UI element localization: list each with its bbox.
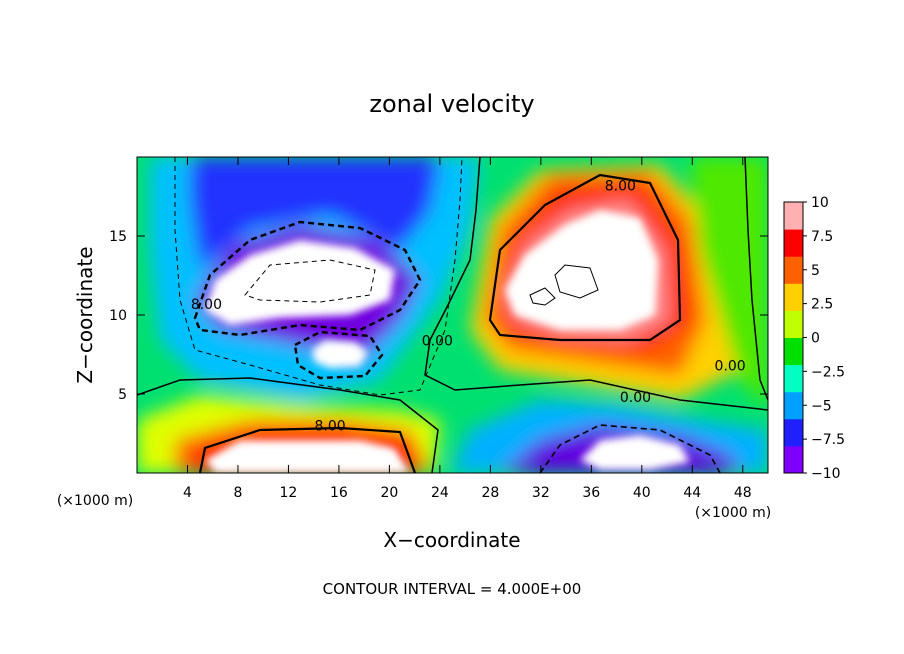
x-tick-label: 20	[380, 485, 398, 501]
colorbar-swatch	[784, 445, 803, 460]
colorbar-label: −10	[811, 466, 841, 482]
colorbar-swatch	[784, 310, 803, 325]
contour-inner-right-b	[529, 287, 556, 306]
x-tick-label: 40	[633, 485, 651, 501]
x-tick-label: 32	[532, 485, 550, 501]
colorbar-swatch	[784, 405, 803, 420]
colorbar-swatch	[784, 242, 803, 257]
x-tick-label: 16	[330, 485, 348, 501]
y-tick-label: 15	[109, 229, 127, 245]
colorbar: 10 7.5 5 2.5 0 −2.5 −5 −7.5 −10	[783, 195, 845, 482]
y-tick-label: 5	[118, 387, 127, 403]
contour-label: 0.00	[620, 390, 651, 406]
y-axis-ticks: 5 10 15	[109, 229, 768, 403]
colorbar-label: 7.5	[811, 229, 833, 245]
colorbar-swatch	[784, 323, 803, 338]
contour-label: 8.00	[605, 178, 636, 194]
colorbar-swatch	[784, 391, 803, 406]
contour-zero-right-edge	[744, 157, 768, 401]
white-core-bottom-left	[205, 440, 410, 473]
x-tick-label: 8	[233, 485, 242, 501]
right-edge-green	[690, 157, 768, 410]
contour-inner-right-a	[554, 264, 599, 299]
x-tick-label: 4	[183, 485, 192, 501]
y-tick-label: 10	[109, 308, 127, 324]
colorbar-label: 2.5	[811, 297, 833, 313]
contour-eight-bottom	[198, 426, 417, 473]
contour-label: 8.00	[191, 297, 222, 313]
contour-label: 0.00	[715, 359, 746, 375]
contour-label: 8.00	[315, 419, 346, 435]
x-axis-label: X−coordinate	[383, 528, 520, 552]
colorbar-swatch	[784, 418, 803, 433]
contour-eight-mid	[293, 330, 384, 380]
contour-interval-note: CONTOUR INTERVAL = 4.000E+00	[323, 580, 582, 598]
x-unit-left: (×1000 m)	[57, 493, 133, 509]
colorbar-swatch	[784, 351, 803, 366]
x-unit-right: (×1000 m)	[695, 505, 771, 521]
contour-eight-right	[488, 173, 682, 342]
colorbar-swatch	[784, 215, 803, 230]
white-core-right	[505, 210, 658, 330]
colorbar-label: −5	[811, 398, 832, 414]
colorbar-swatch	[784, 202, 803, 217]
y-axis-label: Z−coordinate	[73, 246, 97, 383]
white-core-bottom-right	[580, 435, 690, 470]
x-tick-label: 44	[683, 485, 701, 501]
contour-lines	[137, 157, 768, 473]
chart-title: zonal velocity	[369, 90, 534, 118]
colorbar-label: −7.5	[811, 432, 845, 448]
colorbar-swatch	[784, 269, 803, 284]
colorbar-swatch	[784, 229, 803, 244]
colorbar-swatch	[784, 378, 803, 393]
colorbar-label: −2.5	[811, 364, 845, 380]
contour-label: 0.00	[422, 333, 453, 349]
x-tick-label: 24	[431, 485, 449, 501]
contour-zero-bottom	[137, 377, 439, 473]
colorbar-label: 0	[811, 331, 820, 347]
x-tick-label: 36	[582, 485, 600, 501]
white-core-upper-left	[205, 240, 395, 325]
contour-inner-upper-left	[244, 259, 376, 303]
colorbar-swatch	[784, 337, 803, 352]
velocity-field	[137, 157, 768, 473]
contour-outer-dashed-left	[174, 157, 463, 396]
x-tick-label: 28	[481, 485, 499, 501]
colorbar-swatch	[784, 364, 803, 379]
white-core-mid	[312, 340, 368, 368]
colorbar-label: 5	[811, 263, 820, 279]
colorbar-swatch	[784, 432, 803, 447]
neg-region-top-blue	[190, 157, 440, 270]
x-axis-ticks: 4 8 12 16 20 24 28 32 36 40 44 48	[183, 157, 752, 501]
x-tick-label: 12	[280, 485, 298, 501]
contour-zero-right	[424, 157, 768, 411]
contour-eight-upper-left	[193, 220, 422, 337]
colorbar-swatch	[784, 459, 803, 474]
x-tick-label: 48	[734, 485, 752, 501]
colorbar-swatch	[784, 296, 803, 311]
colorbar-label: 10	[811, 195, 829, 211]
colorbar-swatch	[784, 283, 803, 298]
contour-labels: 8.00 8.00 8.00 0.00 0.00 0.00	[191, 178, 746, 434]
colorbar-swatch	[784, 256, 803, 271]
